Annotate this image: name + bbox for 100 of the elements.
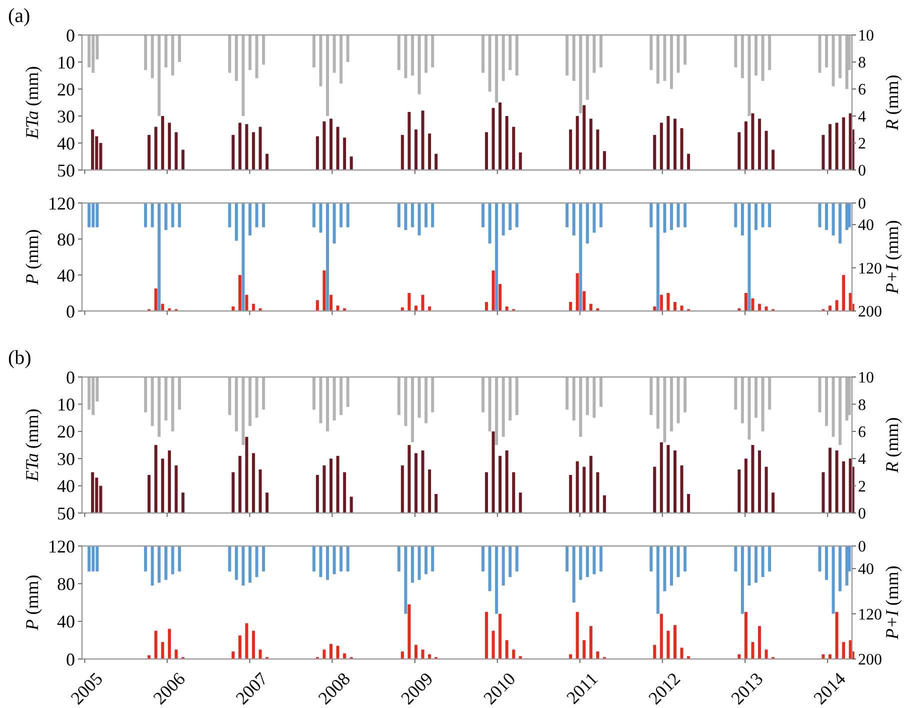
y-tick-label: 10 bbox=[57, 394, 75, 414]
bar bbox=[262, 546, 266, 572]
y-tick-label: 50 bbox=[57, 503, 75, 524]
bar bbox=[751, 113, 754, 170]
bar bbox=[404, 35, 408, 78]
bar bbox=[88, 203, 91, 228]
bar bbox=[764, 650, 768, 659]
y2-tick-label: 6 bbox=[858, 424, 866, 441]
bar bbox=[400, 465, 404, 513]
bar bbox=[319, 546, 322, 578]
bar bbox=[171, 35, 174, 76]
y-tick-label: 0 bbox=[66, 301, 75, 322]
bar bbox=[673, 450, 676, 513]
bar bbox=[340, 546, 343, 572]
bar bbox=[414, 130, 418, 170]
bar bbox=[758, 304, 762, 311]
bar bbox=[832, 546, 835, 614]
bar bbox=[586, 546, 589, 578]
bar bbox=[761, 377, 764, 432]
bar bbox=[670, 203, 673, 230]
bar bbox=[754, 35, 758, 76]
bar bbox=[663, 203, 666, 233]
bar bbox=[228, 377, 232, 416]
bar bbox=[245, 124, 248, 170]
bar bbox=[684, 35, 687, 65]
bar bbox=[825, 203, 828, 230]
bar bbox=[670, 377, 673, 432]
bar bbox=[242, 546, 245, 586]
bar bbox=[599, 546, 602, 572]
bar bbox=[744, 293, 748, 311]
bar bbox=[582, 640, 586, 659]
bar bbox=[515, 377, 518, 416]
bar bbox=[326, 203, 329, 311]
bar bbox=[828, 448, 832, 513]
bar bbox=[258, 469, 262, 513]
bar bbox=[238, 456, 242, 513]
bar bbox=[498, 284, 502, 311]
y-tick-label: 0 bbox=[66, 367, 75, 388]
bar bbox=[835, 300, 838, 311]
bar bbox=[488, 546, 492, 592]
bar bbox=[410, 203, 414, 228]
bar bbox=[592, 377, 596, 418]
y-tick-label: 80 bbox=[57, 574, 75, 594]
bar bbox=[582, 291, 586, 311]
y-tick-label: 0 bbox=[66, 649, 75, 670]
y-tick-label: 30 bbox=[57, 106, 75, 126]
bar bbox=[818, 546, 822, 572]
bar bbox=[832, 35, 835, 86]
bar bbox=[656, 35, 660, 84]
bar bbox=[164, 546, 168, 580]
bar bbox=[734, 35, 738, 68]
bar bbox=[424, 35, 428, 73]
bar bbox=[484, 132, 488, 170]
bar bbox=[346, 203, 350, 228]
bar bbox=[734, 203, 738, 228]
bar bbox=[168, 450, 171, 513]
bar bbox=[332, 546, 336, 574]
bar bbox=[687, 154, 690, 170]
y2-tick-label: 4 bbox=[858, 108, 866, 126]
bar bbox=[518, 152, 522, 170]
bar bbox=[498, 456, 502, 513]
bar bbox=[569, 302, 572, 311]
bar bbox=[431, 546, 434, 572]
bar bbox=[508, 546, 512, 578]
chart-title: (a) bbox=[8, 5, 30, 27]
bar bbox=[418, 35, 421, 94]
bar bbox=[566, 546, 569, 572]
bar bbox=[404, 546, 408, 614]
bar bbox=[592, 35, 596, 73]
bar bbox=[572, 35, 576, 81]
bar bbox=[748, 35, 751, 116]
bar bbox=[418, 546, 421, 580]
y2-tick-label: 40 bbox=[858, 217, 874, 234]
bar bbox=[150, 546, 154, 586]
bar bbox=[431, 35, 434, 68]
bar bbox=[488, 203, 492, 244]
bar bbox=[248, 377, 252, 426]
bar bbox=[744, 612, 748, 659]
bar bbox=[670, 35, 673, 89]
bar bbox=[653, 466, 656, 513]
y-tick-label: 30 bbox=[57, 448, 75, 469]
bar bbox=[751, 642, 754, 659]
bar bbox=[148, 655, 151, 659]
y2-axis-title: P+I (mm) bbox=[882, 220, 902, 295]
bar bbox=[508, 377, 512, 421]
bar bbox=[248, 203, 252, 236]
bar bbox=[828, 306, 832, 311]
bar bbox=[322, 465, 326, 513]
y2-tick-label: 200 bbox=[858, 304, 882, 321]
bar bbox=[512, 472, 516, 513]
bar bbox=[515, 546, 518, 572]
bar bbox=[266, 154, 269, 170]
bar bbox=[508, 203, 512, 230]
bar bbox=[502, 203, 505, 236]
y2-tick-label: 120 bbox=[858, 606, 882, 624]
bar bbox=[676, 203, 680, 228]
y2-tick-label: 0 bbox=[858, 506, 866, 523]
bar bbox=[502, 377, 505, 437]
bar bbox=[754, 203, 758, 230]
y-tick-label: 40 bbox=[57, 133, 75, 154]
